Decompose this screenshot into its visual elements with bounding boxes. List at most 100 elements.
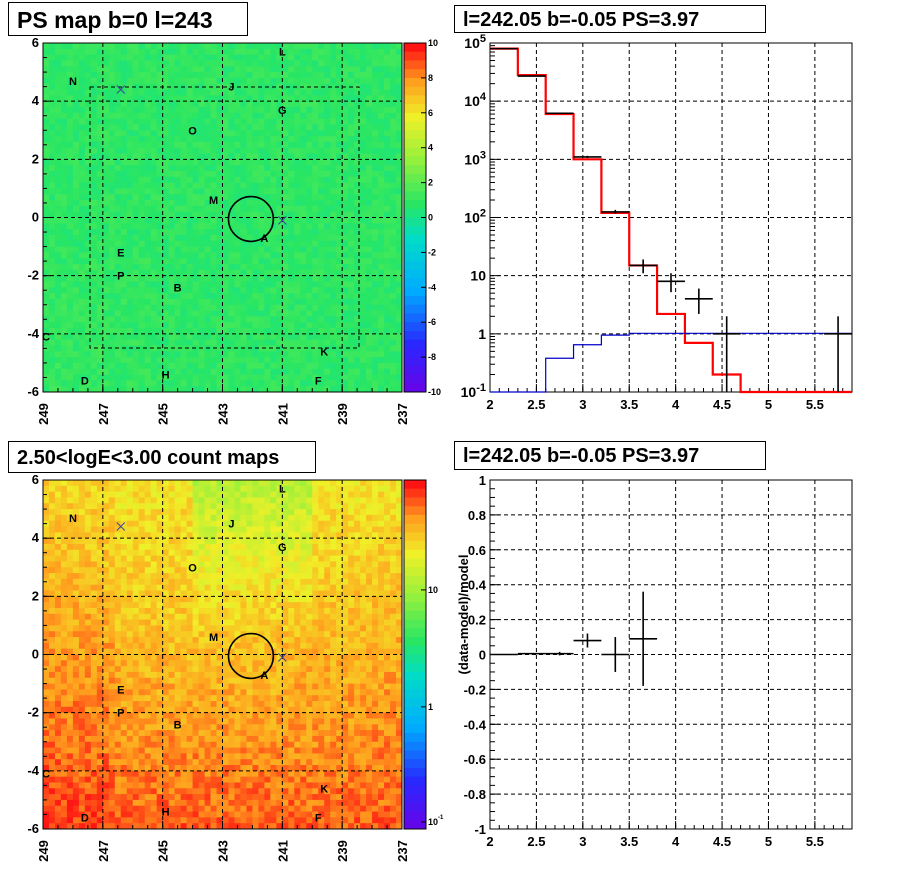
x-tick-label: 243 xyxy=(216,403,231,425)
heatmap-cell xyxy=(60,514,68,522)
heatmap-cell xyxy=(186,106,193,114)
heatmap-cell xyxy=(120,298,128,306)
heatmap-cell xyxy=(150,147,158,154)
heatmap-cell xyxy=(330,339,337,346)
heatmap-cell xyxy=(348,106,355,114)
heatmap-cell xyxy=(72,200,80,207)
heatmap-cell xyxy=(180,153,187,160)
heatmap-cell xyxy=(96,480,104,487)
heatmap-cell xyxy=(204,298,211,306)
heatmap-cell xyxy=(234,211,241,218)
heatmap-cell xyxy=(102,205,110,213)
heatmap-cell xyxy=(132,625,140,632)
heatmap-cell xyxy=(156,106,164,114)
heatmap-cell xyxy=(43,584,50,591)
heatmap-cell xyxy=(66,724,74,731)
heatmap-cell xyxy=(390,72,397,79)
heatmap-cell xyxy=(384,141,391,149)
heatmap-cell xyxy=(102,293,110,300)
heatmap-cell xyxy=(144,269,152,277)
heatmap-cell xyxy=(84,654,92,661)
heatmap-cell xyxy=(192,77,199,85)
heatmap-cell xyxy=(48,701,56,708)
heatmap-cell xyxy=(156,240,164,247)
heatmap-cell xyxy=(78,753,86,760)
heatmap-cell xyxy=(120,229,128,236)
heatmap-cell xyxy=(102,602,110,609)
heatmap-cell xyxy=(300,316,307,323)
heatmap-cell xyxy=(138,130,146,137)
heatmap-cell xyxy=(228,141,235,149)
heatmap-cell xyxy=(282,351,289,358)
heatmap-cell xyxy=(348,287,355,294)
heatmap-cell xyxy=(282,101,289,108)
heatmap-cell xyxy=(348,77,355,85)
heatmap-cell xyxy=(312,240,319,247)
heatmap-cell xyxy=(66,794,74,801)
heatmap-cell xyxy=(390,136,397,143)
colorbar-segment xyxy=(404,86,426,96)
heatmap-cell xyxy=(114,671,122,679)
heatmap-cell xyxy=(390,141,397,149)
heatmap-cell xyxy=(270,54,277,61)
heatmap-cell xyxy=(126,811,134,818)
heatmap-cell xyxy=(60,165,68,172)
heatmap-cell xyxy=(216,298,223,306)
heatmap-cell xyxy=(132,211,140,218)
heatmap-cell xyxy=(54,485,62,493)
heatmap-cell xyxy=(204,101,211,108)
heatmap-cell xyxy=(54,217,62,224)
heatmap-cell xyxy=(126,805,134,812)
heatmap-cell xyxy=(270,77,277,85)
heatmap-cell xyxy=(43,246,50,253)
heatmap-cell xyxy=(378,205,385,213)
heatmap-cell xyxy=(342,287,349,294)
heatmap-cell xyxy=(90,66,98,73)
heatmap-cell xyxy=(186,101,193,108)
heatmap-cell xyxy=(312,269,319,277)
x-tick-label: 4 xyxy=(672,397,680,412)
heatmap-cell xyxy=(366,287,373,294)
heatmap-cell xyxy=(234,153,241,160)
heatmap-cell xyxy=(168,293,176,300)
heatmap-cell xyxy=(372,176,379,183)
heatmap-cell xyxy=(108,765,116,772)
heatmap-cell xyxy=(372,264,379,271)
heatmap-cell xyxy=(348,136,355,143)
heatmap-cell xyxy=(43,730,50,737)
heatmap-cell xyxy=(192,293,199,300)
heatmap-cell xyxy=(390,310,397,317)
heatmap-cell xyxy=(246,200,253,207)
heatmap-cell xyxy=(132,345,140,352)
heatmap-cell xyxy=(300,374,307,381)
heatmap-cell xyxy=(330,83,337,90)
heatmap-cell xyxy=(240,101,247,108)
heatmap-cell xyxy=(342,345,349,352)
heatmap-cell xyxy=(276,362,283,370)
heatmap-cell xyxy=(348,281,355,288)
heatmap-cell xyxy=(126,357,134,364)
colorbar-tick-label: 10 xyxy=(428,38,438,48)
heatmap-cell xyxy=(102,648,110,655)
heatmap-cell xyxy=(264,205,271,213)
heatmap-cell xyxy=(54,170,62,178)
heatmap-cell xyxy=(258,229,265,236)
heatmap-cell xyxy=(246,368,253,375)
heatmap-cell xyxy=(48,480,56,487)
heatmap-cell xyxy=(54,246,62,253)
heatmap-cell xyxy=(84,205,92,213)
heatmap-cell xyxy=(132,229,140,236)
heatmap-cell xyxy=(66,170,74,178)
heatmap-cell xyxy=(174,368,182,375)
heatmap-cell xyxy=(150,310,158,317)
heatmap-cell xyxy=(216,159,223,166)
heatmap-cell xyxy=(114,136,122,143)
heatmap-cell xyxy=(270,106,277,114)
heatmap-cell xyxy=(270,380,277,387)
heatmap-cell xyxy=(282,328,289,335)
heatmap-cell xyxy=(54,555,62,562)
heatmap-cell xyxy=(84,182,92,189)
heatmap-cell xyxy=(126,706,134,714)
heatmap-cell xyxy=(282,176,289,183)
heatmap-cell xyxy=(54,112,62,120)
